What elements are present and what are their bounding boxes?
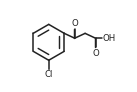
Text: OH: OH <box>102 34 116 43</box>
Text: O: O <box>71 19 78 28</box>
Text: Cl: Cl <box>45 70 53 79</box>
Text: O: O <box>92 49 99 58</box>
